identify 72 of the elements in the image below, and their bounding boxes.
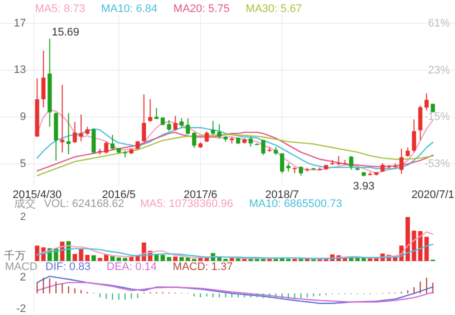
chart-subtitle: VOL: 624168.62 bbox=[44, 198, 124, 210]
candlestick bbox=[406, 146, 410, 158]
text: MA20: 5.75 bbox=[173, 3, 230, 15]
candlestick bbox=[66, 112, 71, 155]
x-tick-label: 2016/5 bbox=[102, 189, 136, 201]
chart-title: 成交 bbox=[14, 197, 36, 210]
bar bbox=[72, 254, 78, 261]
candlestick bbox=[79, 114, 84, 142]
candlestick bbox=[192, 132, 196, 148]
series-label: MACD: 1.37 bbox=[172, 261, 233, 273]
candlestick bbox=[280, 152, 284, 174]
chart-title: MACD bbox=[5, 261, 38, 273]
candlestick bbox=[60, 84, 64, 154]
y-tick-label: -2 bbox=[16, 302, 26, 315]
y2-tick-label: 61% bbox=[428, 18, 450, 30]
candlestick bbox=[92, 128, 96, 154]
bar bbox=[122, 258, 128, 261]
y-tick-label: 17 bbox=[14, 17, 26, 30]
candlestick bbox=[180, 118, 184, 128]
bar bbox=[116, 257, 121, 261]
candlestick bbox=[110, 134, 115, 150]
bar bbox=[362, 258, 366, 261]
bar bbox=[230, 258, 234, 261]
text: MA10: 6865500.73 bbox=[249, 198, 342, 210]
candlestick bbox=[424, 92, 429, 111]
y2-tick-label: -15% bbox=[424, 111, 450, 124]
bar bbox=[418, 231, 422, 261]
bar bbox=[424, 236, 429, 261]
text: MA10: 6.84 bbox=[101, 3, 158, 15]
candlestick bbox=[204, 130, 209, 143]
text: 千万 bbox=[4, 248, 26, 262]
y2-tick-label: -53% bbox=[424, 158, 450, 170]
annotation: 3.93 bbox=[353, 180, 374, 192]
candlestick bbox=[248, 136, 253, 148]
candlestick bbox=[104, 140, 108, 154]
bar bbox=[173, 256, 178, 261]
line-series bbox=[36, 276, 434, 304]
candlestick bbox=[148, 98, 152, 122]
y-tick-label: 5 bbox=[20, 158, 26, 170]
bar bbox=[91, 255, 96, 261]
series-label: DIF: 0.83 bbox=[45, 261, 91, 273]
x-tick-label: 2017/6 bbox=[184, 189, 218, 201]
candlestick bbox=[261, 139, 266, 156]
candlestick bbox=[380, 162, 385, 173]
candlestick bbox=[399, 148, 404, 174]
y-tick-label: 9 bbox=[20, 110, 26, 123]
annotation: 15.69 bbox=[52, 26, 80, 39]
candlestick bbox=[298, 166, 304, 176]
text: MA30: 5.67 bbox=[246, 3, 302, 15]
candlestick bbox=[142, 94, 146, 142]
bar bbox=[166, 257, 172, 261]
candlestick bbox=[166, 119, 172, 132]
candlestick bbox=[418, 105, 422, 141]
candlestick bbox=[41, 50, 46, 108]
line-series bbox=[36, 282, 434, 303]
series-label: DEA: 0.14 bbox=[106, 261, 157, 273]
candlestick bbox=[72, 121, 77, 144]
candlestick bbox=[210, 120, 216, 136]
candlestick bbox=[173, 115, 178, 132]
candlestick bbox=[412, 118, 416, 153]
candlestick bbox=[349, 155, 354, 170]
x-tick-label: 2020/7/1 bbox=[411, 189, 454, 201]
y-tick-label: 13 bbox=[14, 64, 26, 76]
candlestick bbox=[217, 124, 222, 139]
text: MA5: 8.73 bbox=[35, 3, 86, 15]
bar bbox=[406, 217, 410, 261]
y2-tick-label: 23% bbox=[428, 64, 450, 76]
candlestick bbox=[186, 118, 190, 135]
text: MA5: 10738360.96 bbox=[140, 198, 234, 210]
candlestick bbox=[154, 108, 159, 120]
bar bbox=[160, 254, 165, 261]
y-tick-label: 2 bbox=[20, 272, 26, 284]
